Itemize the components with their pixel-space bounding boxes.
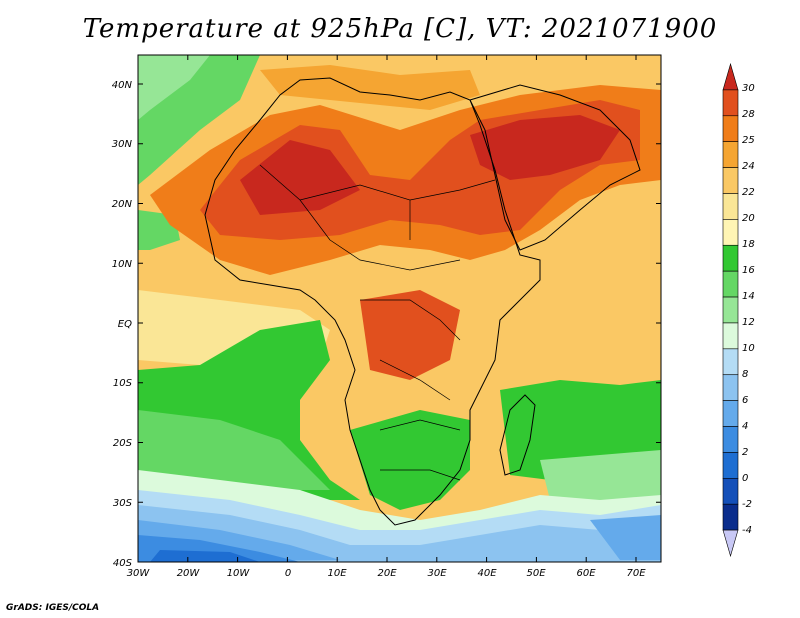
lon-label: 20E xyxy=(377,568,397,579)
lon-label: 20W xyxy=(177,568,201,579)
lat-label: 20S xyxy=(113,438,133,449)
lat-label: 10S xyxy=(113,378,133,389)
lon-label: 60E xyxy=(576,568,596,579)
colorbar-label: 22 xyxy=(742,187,755,198)
colorbar-label: 12 xyxy=(742,317,755,328)
lon-label: 10W xyxy=(227,568,251,579)
lat-label: EQ xyxy=(118,319,132,330)
colorbar-swatch xyxy=(722,529,739,558)
colorbar-label: -4 xyxy=(742,525,752,536)
lat-tick-marks xyxy=(138,83,661,563)
arabia-hottest-zone xyxy=(470,115,620,180)
lon-label: 70E xyxy=(626,568,646,579)
colorbar xyxy=(722,62,739,558)
colorbar-swatch xyxy=(722,426,739,453)
lon-label: 40E xyxy=(477,568,497,579)
lat-label: 40N xyxy=(112,80,133,91)
central-africa-hot-zone xyxy=(360,290,460,380)
indian-ocean-lightgreen-zone xyxy=(540,450,661,505)
southern-africa-green-zone xyxy=(350,410,470,510)
colorbar-swatch xyxy=(722,244,739,272)
south-atlantic-lightgreen-zone xyxy=(138,410,330,490)
colorbar-label: 24 xyxy=(742,161,755,172)
colorbar-label: -2 xyxy=(742,499,752,510)
colorbar-label: 30 xyxy=(742,83,755,94)
colorbar-swatch xyxy=(722,478,739,505)
sahara-hottest-zone xyxy=(240,140,360,215)
lat-label: 40S xyxy=(113,558,133,569)
lat-label: 10N xyxy=(112,259,133,270)
colorbar-label: 18 xyxy=(742,239,755,250)
madagascar-coastline xyxy=(499,394,536,476)
southern-ocean-zone-6 xyxy=(150,550,260,562)
colorbar-swatch xyxy=(722,62,739,91)
colorbar-label: 28 xyxy=(742,109,755,120)
colorbar-swatch xyxy=(722,452,739,479)
africa-coastline xyxy=(204,77,541,526)
lon-label: 50E xyxy=(526,568,546,579)
colorbar-label: 16 xyxy=(742,265,755,276)
colorbar-swatch xyxy=(722,193,739,220)
colorbar-swatch xyxy=(722,167,739,194)
colorbar-swatch xyxy=(722,374,739,401)
credit-text: GrADS: IGES/COLA xyxy=(6,603,100,613)
colorbar-label: 2 xyxy=(742,447,748,458)
colorbar-swatch xyxy=(722,89,739,117)
lat-label: 20N xyxy=(112,199,133,210)
lat-label: 30S xyxy=(113,498,133,509)
colorbar-swatch xyxy=(722,503,739,531)
colorbar-label: 10 xyxy=(742,343,755,354)
lon-label: 10E xyxy=(327,568,347,579)
colorbar-swatch xyxy=(722,115,739,142)
arabia-coastline xyxy=(469,84,641,251)
chart-title: Temperature at 925hPa [C], VT: 202107190… xyxy=(82,14,718,44)
north-atlantic-cooler-zone xyxy=(138,55,210,120)
colorbar-swatch xyxy=(722,219,739,246)
colorbar-swatch xyxy=(722,400,739,427)
colorbar-label: 14 xyxy=(742,291,755,302)
colorbar-label: 0 xyxy=(742,473,748,484)
colorbar-swatch xyxy=(722,348,739,376)
colorbar-label: 4 xyxy=(742,421,748,432)
colorbar-swatch xyxy=(722,141,739,168)
lon-label: 30E xyxy=(427,568,447,579)
colorbar-label: 8 xyxy=(742,369,748,380)
colorbar-label: 6 xyxy=(742,395,748,406)
lat-label: 30N xyxy=(112,139,133,150)
colorbar-label: 25 xyxy=(742,135,755,146)
southern-indian-cold-zone xyxy=(590,515,661,560)
colorbar-swatch xyxy=(722,296,739,324)
lon-label: 0 xyxy=(285,568,291,579)
lon-tick-marks xyxy=(137,55,637,562)
country-borders xyxy=(259,164,496,481)
lon-label: 30W xyxy=(127,568,151,579)
colorbar-swatch xyxy=(722,270,739,298)
map-frame xyxy=(137,54,662,563)
map-panel xyxy=(138,55,661,562)
colorbar-swatch xyxy=(722,322,739,350)
colorbar-label: 20 xyxy=(742,213,755,224)
colorbar-labels: 30 28 25 24 22 20 18 16 14 12 10 8 6 4 2… xyxy=(742,83,755,536)
